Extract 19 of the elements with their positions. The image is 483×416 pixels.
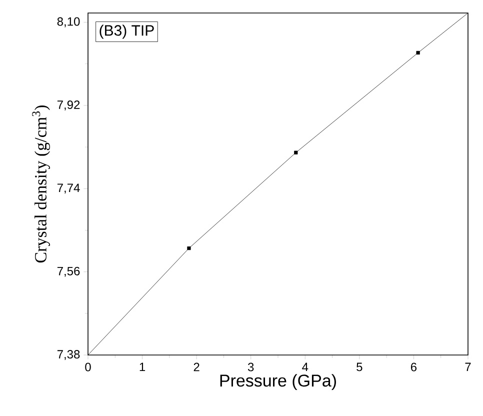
y-tick-label: 8,10 xyxy=(57,17,80,28)
x-tick-label: 2 xyxy=(194,362,200,372)
x-tick-label: 5 xyxy=(356,362,362,372)
x-axis-title: Pressure (GPa) xyxy=(220,374,336,390)
x-tick-label: 1 xyxy=(140,362,146,372)
point xyxy=(294,150,298,154)
x-tick-label: 6 xyxy=(410,362,417,372)
annotation: (B3) TIP xyxy=(100,24,154,39)
x-tick-label: 0 xyxy=(85,362,91,372)
y-tick-label: 7,56 xyxy=(57,266,80,277)
y-axis-title: Crystal density (g/cm$^{3}$) xyxy=(32,106,50,263)
point xyxy=(187,246,191,250)
point xyxy=(416,50,420,55)
y-tick-label: 7,92 xyxy=(57,100,80,110)
x-tick-label: 4 xyxy=(302,362,308,372)
y-tick-label: 7,38 xyxy=(57,350,80,360)
x-tick-label: 7 xyxy=(465,362,471,372)
y-tick-label: 7,74 xyxy=(57,184,80,194)
x-tick-label: 3 xyxy=(248,362,254,372)
